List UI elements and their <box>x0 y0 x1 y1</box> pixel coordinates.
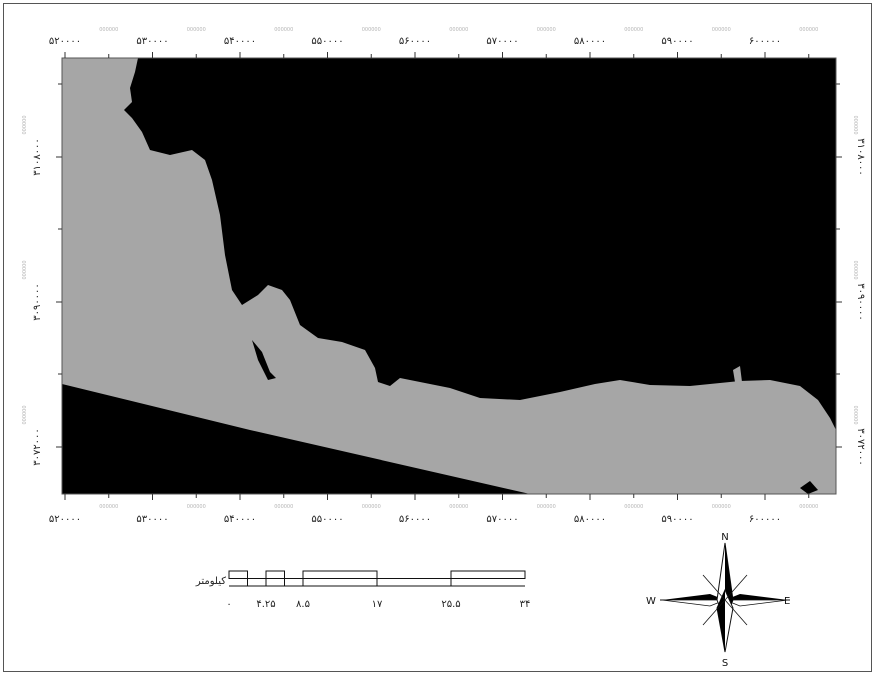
scale-segment <box>376 578 452 587</box>
compass-label-w: W <box>646 596 656 607</box>
scale-segment <box>265 570 285 579</box>
y-minor-label-right: 000000 <box>852 115 858 134</box>
scale-segments <box>228 570 526 587</box>
lagoon-water <box>252 340 276 380</box>
scale-tick-label: ۴.۲۵ <box>256 599 275 610</box>
x-minor-label-top: 000000 <box>99 27 118 33</box>
x-minor-label-bottom: 000000 <box>99 504 118 510</box>
y-axis-left: 000000 000000 000000 ۳۱۰۸۰۰۰ ۳۰۹۰۰۰۰ ۳۰۷۲۰۰۰ <box>22 83 62 466</box>
compass-diag-2 <box>702 574 748 626</box>
x-tick-label-bottom: ۵۳۰۰۰۰ <box>136 514 168 525</box>
x-minor-label-top: 000000 <box>187 27 206 33</box>
scale-tick-label: ۸.۵ <box>296 599 310 610</box>
x-minor-label-bottom: 000000 <box>624 504 643 510</box>
x-tick-label-top: ۵۴۰۰۰۰ <box>224 36 256 47</box>
x-tick-label-top: ۵۳۰۰۰۰ <box>136 36 168 47</box>
x-tick-label-top: ۵۵۰۰۰۰ <box>311 36 343 47</box>
y-minor-label-left: 000000 <box>22 405 28 424</box>
map-border <box>61 57 837 495</box>
compass-west-point <box>662 594 725 600</box>
y-minor-label-right: 000000 <box>852 260 858 279</box>
y-axis-right: 000000 000000 000000 ۳۱۰۸۰۰۰ ۳۰۹۰۰۰۰ ۳۰۷۲۰۰۰ <box>836 83 866 466</box>
x-tick-label-bottom: ۶۰۰۰۰۰ <box>749 514 781 525</box>
y-tick-label-right: ۳۱۰۸۰۰۰ <box>855 138 866 176</box>
compass-west-point-light <box>661 599 726 607</box>
x-tick-label-bottom: ۵۲۰۰۰۰ <box>49 514 81 525</box>
scale-tick-label: ۱۷ <box>372 599 383 610</box>
y-tick-label-left: ۳۱۰۸۰۰۰ <box>32 138 43 176</box>
scale-unit-label: کیلومتر <box>195 576 226 587</box>
y-minor-label-left: 000000 <box>22 260 28 279</box>
x-minor-label-bottom: 000000 <box>362 504 381 510</box>
x-tick-label-top: ۵۲۰۰۰۰ <box>49 36 81 47</box>
scale-segment <box>302 570 378 579</box>
scale-labels: ۰ ۴.۲۵ ۸.۵ ۱۷ ۲۵.۵ ۳۴ <box>226 599 530 610</box>
x-tick-label-top: ۶۰۰۰۰۰ <box>749 36 781 47</box>
x-minor-label-bottom: 000000 <box>799 504 818 510</box>
land-islet <box>733 366 742 382</box>
x-minor-label-bottom: 000000 <box>274 504 293 510</box>
map-frame <box>62 58 836 494</box>
north-arrow: N S E W <box>646 532 790 669</box>
scale-tick-label: ۳۴ <box>520 599 531 610</box>
x-tick-label-bottom: ۵۹۰۰۰۰ <box>661 514 693 525</box>
x-minor-label-top: 000000 <box>624 27 643 33</box>
land-area <box>62 58 836 494</box>
x-tick-label-bottom: ۵۴۰۰۰۰ <box>224 514 256 525</box>
x-minor-label-top: 000000 <box>537 27 556 33</box>
x-axis-top: ۵۲۰۰۰۰ 000000 ۵۳۰۰۰۰ 000000 ۵۴۰۰۰۰ 000000 ۵۵۰۰… <box>49 27 818 58</box>
compass-east-point-light <box>724 599 789 607</box>
x-tick-label-bottom: ۵۸۰۰۰۰ <box>574 514 606 525</box>
scale-segment <box>247 578 267 587</box>
x-minor-label-bottom: 000000 <box>449 504 468 510</box>
scale-tick-label: ۲۵.۵ <box>441 599 460 610</box>
x-minor-label-bottom: 000000 <box>187 504 206 510</box>
x-tick-label-top: ۵۹۰۰۰۰ <box>661 36 693 47</box>
y-tick-label-right: ۳۰۷۲۰۰۰ <box>855 428 866 466</box>
scale-segment <box>228 570 248 579</box>
x-minor-label-top: 000000 <box>712 27 731 33</box>
scale-segment <box>450 570 526 579</box>
scale-segment <box>284 578 304 587</box>
y-minor-label-right: 000000 <box>852 405 858 424</box>
scale-bar: کیلومتر ۰ ۴.۲۵ ۸.۵ ۱۷ ۲۵.۵ ۳۴ <box>195 570 530 610</box>
compass-label-e: E <box>784 596 790 607</box>
x-minor-label-bottom: 000000 <box>712 504 731 510</box>
x-axis-bottom: ۵۲۰۰۰۰ 000000 ۵۳۰۰۰۰ 000000 ۵۴۰۰۰۰ 000000 ۵۵۰۰… <box>49 494 818 525</box>
compass-label-s: S <box>722 658 728 669</box>
y-minor-label-left: 000000 <box>22 115 28 134</box>
y-tick-label-left: ۳۰۷۲۰۰۰ <box>32 428 43 466</box>
x-tick-label-top: ۵۸۰۰۰۰ <box>574 36 606 47</box>
land-peninsula <box>800 481 818 494</box>
x-minor-label-top: 000000 <box>362 27 381 33</box>
x-tick-label-bottom: ۵۶۰۰۰۰ <box>399 514 431 525</box>
x-minor-label-top: 000000 <box>449 27 468 33</box>
coastline-land <box>62 58 836 494</box>
x-tick-label-top: ۵۶۰۰۰۰ <box>399 36 431 47</box>
compass-label-n: N <box>721 532 728 543</box>
compass-south-point-shade <box>717 590 725 652</box>
x-minor-label-top: 000000 <box>799 27 818 33</box>
x-minor-label-bottom: 000000 <box>537 504 556 510</box>
x-tick-label-bottom: ۵۵۰۰۰۰ <box>311 514 343 525</box>
y-tick-label-left: ۳۰۹۰۰۰۰ <box>32 283 43 321</box>
x-minor-label-top: 000000 <box>274 27 293 33</box>
y-tick-label-right: ۳۰۹۰۰۰۰ <box>855 283 866 321</box>
x-tick-label-bottom: ۵۷۰۰۰۰ <box>486 514 518 525</box>
compass-east-point <box>725 594 788 600</box>
x-tick-label-top: ۵۷۰۰۰۰ <box>486 36 518 47</box>
scale-tick-label: ۰ <box>226 599 231 610</box>
